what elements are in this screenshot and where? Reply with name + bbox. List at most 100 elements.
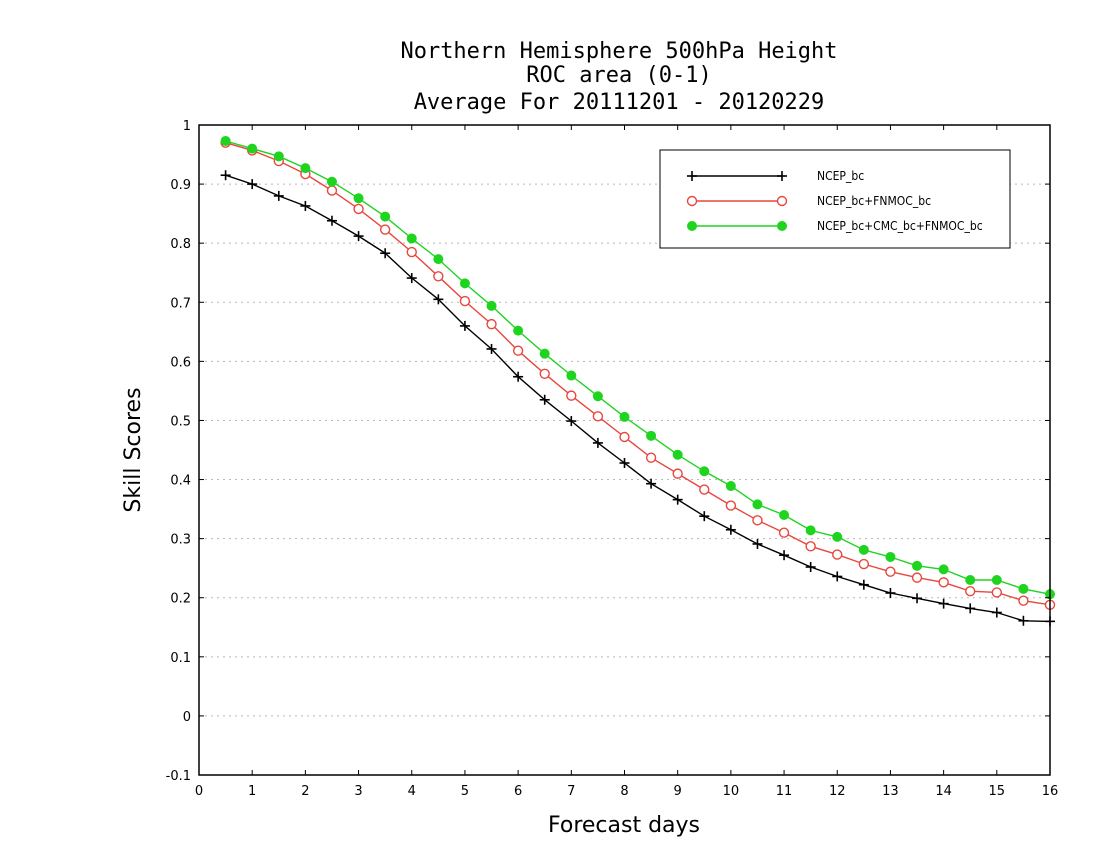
data-point xyxy=(885,551,896,562)
y-axis: -0.1 0 0.1 0.2 0.3 0.4 0.5 0.6 0.7 0.8 0.9 1 xyxy=(166,119,1050,784)
legend-label: NCEP_bc+FNMOC_bc xyxy=(817,194,931,208)
series-1 xyxy=(220,170,1055,627)
data-point xyxy=(380,248,391,259)
x-tick-label: 12 xyxy=(829,784,846,799)
x-tick-label: 7 xyxy=(567,784,575,799)
data-point xyxy=(486,318,497,330)
y-tick-label: 0.4 xyxy=(170,474,191,489)
x-tick-label: 6 xyxy=(514,784,522,799)
data-point xyxy=(1018,583,1029,594)
data-point xyxy=(805,525,816,536)
data-point xyxy=(1018,595,1029,606)
data-point xyxy=(592,391,603,402)
data-point xyxy=(725,524,736,535)
data-point xyxy=(459,278,470,289)
data-point xyxy=(778,527,790,538)
data-point xyxy=(885,588,896,598)
grid-lines xyxy=(199,183,1050,717)
data-point xyxy=(699,484,710,495)
data-point xyxy=(779,510,790,520)
data-point xyxy=(991,607,1002,618)
data-point xyxy=(965,586,976,597)
data-point xyxy=(539,368,550,379)
y-tick-label: 0 xyxy=(183,710,191,725)
data-point xyxy=(326,185,338,196)
data-point xyxy=(539,348,550,359)
legend-marker xyxy=(687,221,697,231)
data-point xyxy=(459,320,470,331)
data-point xyxy=(433,254,444,265)
x-tick-label: 14 xyxy=(935,784,952,799)
data-point xyxy=(832,571,843,582)
data-point xyxy=(646,430,657,441)
x-tick-label: 10 xyxy=(723,784,740,799)
data-point xyxy=(672,494,683,505)
data-point xyxy=(699,466,710,477)
data-point xyxy=(300,163,311,174)
data-point xyxy=(379,224,391,235)
x-tick-label: 5 xyxy=(461,784,469,799)
legend-marker xyxy=(686,195,698,207)
data-point xyxy=(699,511,710,522)
legend-marker xyxy=(777,221,787,231)
x-tick-label: 13 xyxy=(882,784,899,799)
y-tick-label: -0.1 xyxy=(166,769,191,784)
data-point xyxy=(911,572,923,583)
y-tick-label: 0.8 xyxy=(170,237,191,252)
legend-marker xyxy=(776,195,788,207)
data-point xyxy=(273,190,284,201)
data-point xyxy=(646,478,657,489)
legend-label: NCEP_bc+CMC_bc+FNMOC_bc xyxy=(817,219,983,233)
data-point xyxy=(513,325,524,336)
y-tick-label: 0.1 xyxy=(170,651,191,666)
x-axis: 0 1 2 3 4 5 6 7 8 9 10 11 12 13 14 15 16 xyxy=(195,125,1058,799)
data-point xyxy=(513,371,524,382)
title-line-3: Average For 20111201 - 20120229 xyxy=(414,90,825,115)
x-tick-label: 16 xyxy=(1042,784,1059,799)
x-axis-label: Forecast days xyxy=(548,813,700,838)
legend-marker xyxy=(687,171,697,181)
data-point xyxy=(885,566,896,577)
data-point xyxy=(353,193,364,204)
data-point xyxy=(247,179,258,190)
data-point xyxy=(619,458,630,468)
data-point xyxy=(353,203,364,215)
data-point xyxy=(486,300,497,311)
data-point xyxy=(353,231,364,242)
legend-item: NCEP_bc+FNMOC_bc xyxy=(686,194,931,208)
x-tick-label: 11 xyxy=(776,784,793,799)
data-point xyxy=(380,211,391,222)
data-point xyxy=(752,538,763,549)
chart-title: Northern Hemisphere 500hPa Height ROC ar… xyxy=(400,39,837,115)
data-point xyxy=(619,431,630,443)
data-point xyxy=(619,411,630,422)
data-point xyxy=(326,215,337,226)
data-point xyxy=(965,603,976,614)
data-point xyxy=(912,560,923,571)
data-point xyxy=(592,411,604,422)
x-tick-label: 4 xyxy=(408,784,416,799)
data-point xyxy=(1018,615,1029,626)
legend: NCEP_bc NCEP_bc+FNMOC_bc NCEP_bc+CMC_bc+FN… xyxy=(659,149,1011,249)
data-point xyxy=(486,343,497,354)
data-point xyxy=(459,295,471,307)
data-point xyxy=(247,143,258,154)
data-point xyxy=(539,394,550,405)
data-point xyxy=(433,294,444,305)
x-tick-label: 2 xyxy=(301,784,309,799)
data-point xyxy=(858,544,869,555)
y-tick-label: 0.9 xyxy=(170,178,191,193)
data-point xyxy=(858,579,869,590)
data-point xyxy=(938,577,949,588)
data-point xyxy=(779,550,790,561)
series-line xyxy=(225,174,1051,623)
legend-item: NCEP_bc+CMC_bc+FNMOC_bc xyxy=(687,219,983,233)
x-tick-label: 8 xyxy=(620,784,628,799)
data-point xyxy=(273,151,284,162)
data-point xyxy=(566,390,577,401)
data-point xyxy=(805,562,816,572)
data-point xyxy=(938,598,949,609)
data-point xyxy=(566,370,577,381)
data-point xyxy=(326,176,337,187)
